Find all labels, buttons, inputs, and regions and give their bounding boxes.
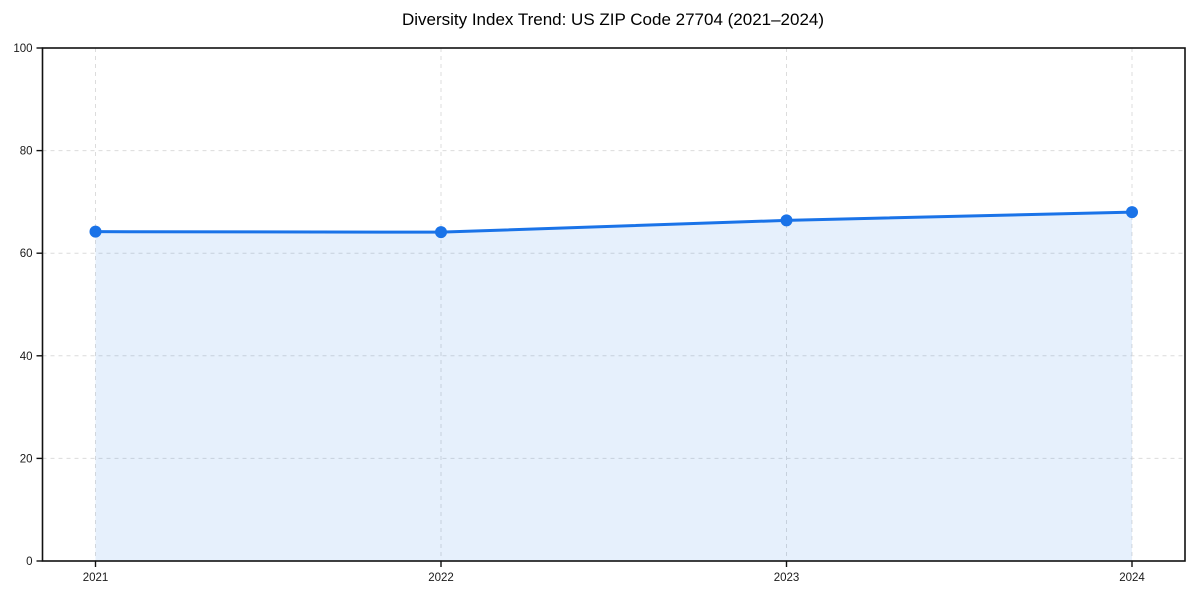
y-tick-label: 20 — [20, 453, 33, 465]
series-area-fill — [95, 212, 1132, 561]
chart-title: Diversity Index Trend: US ZIP Code 27704… — [402, 10, 824, 29]
gridlines-layer — [42, 47, 1185, 562]
x-tick-label: 2022 — [428, 572, 454, 584]
axes-layer — [41, 47, 1186, 562]
x-tick-label: 2021 — [83, 572, 109, 584]
data-point-2022 — [435, 226, 447, 239]
trend-line-layer — [94, 210, 1134, 234]
y-tick-label: 40 — [20, 351, 33, 363]
area-fill-layer — [95, 212, 1132, 561]
y-tick-label: 60 — [20, 248, 33, 260]
data-point-layer — [89, 206, 1138, 239]
tick-marks-layer — [36, 47, 1133, 567]
data-point-2024 — [1126, 206, 1138, 219]
series-line — [94, 210, 1134, 234]
y-tick-label: 100 — [13, 43, 32, 55]
y-tick-label: 0 — [26, 556, 32, 568]
x-tick-label: 2023 — [774, 572, 800, 584]
tick-labels-layer: 0 20 40 60 80 100 2021 2022 2023 2024 — [13, 43, 1145, 584]
plot-border — [41, 47, 1186, 562]
x-tick-label: 2024 — [1119, 572, 1145, 584]
data-point-2023 — [780, 214, 793, 227]
data-point-2021 — [89, 225, 102, 238]
y-tick-label: 80 — [20, 146, 33, 158]
